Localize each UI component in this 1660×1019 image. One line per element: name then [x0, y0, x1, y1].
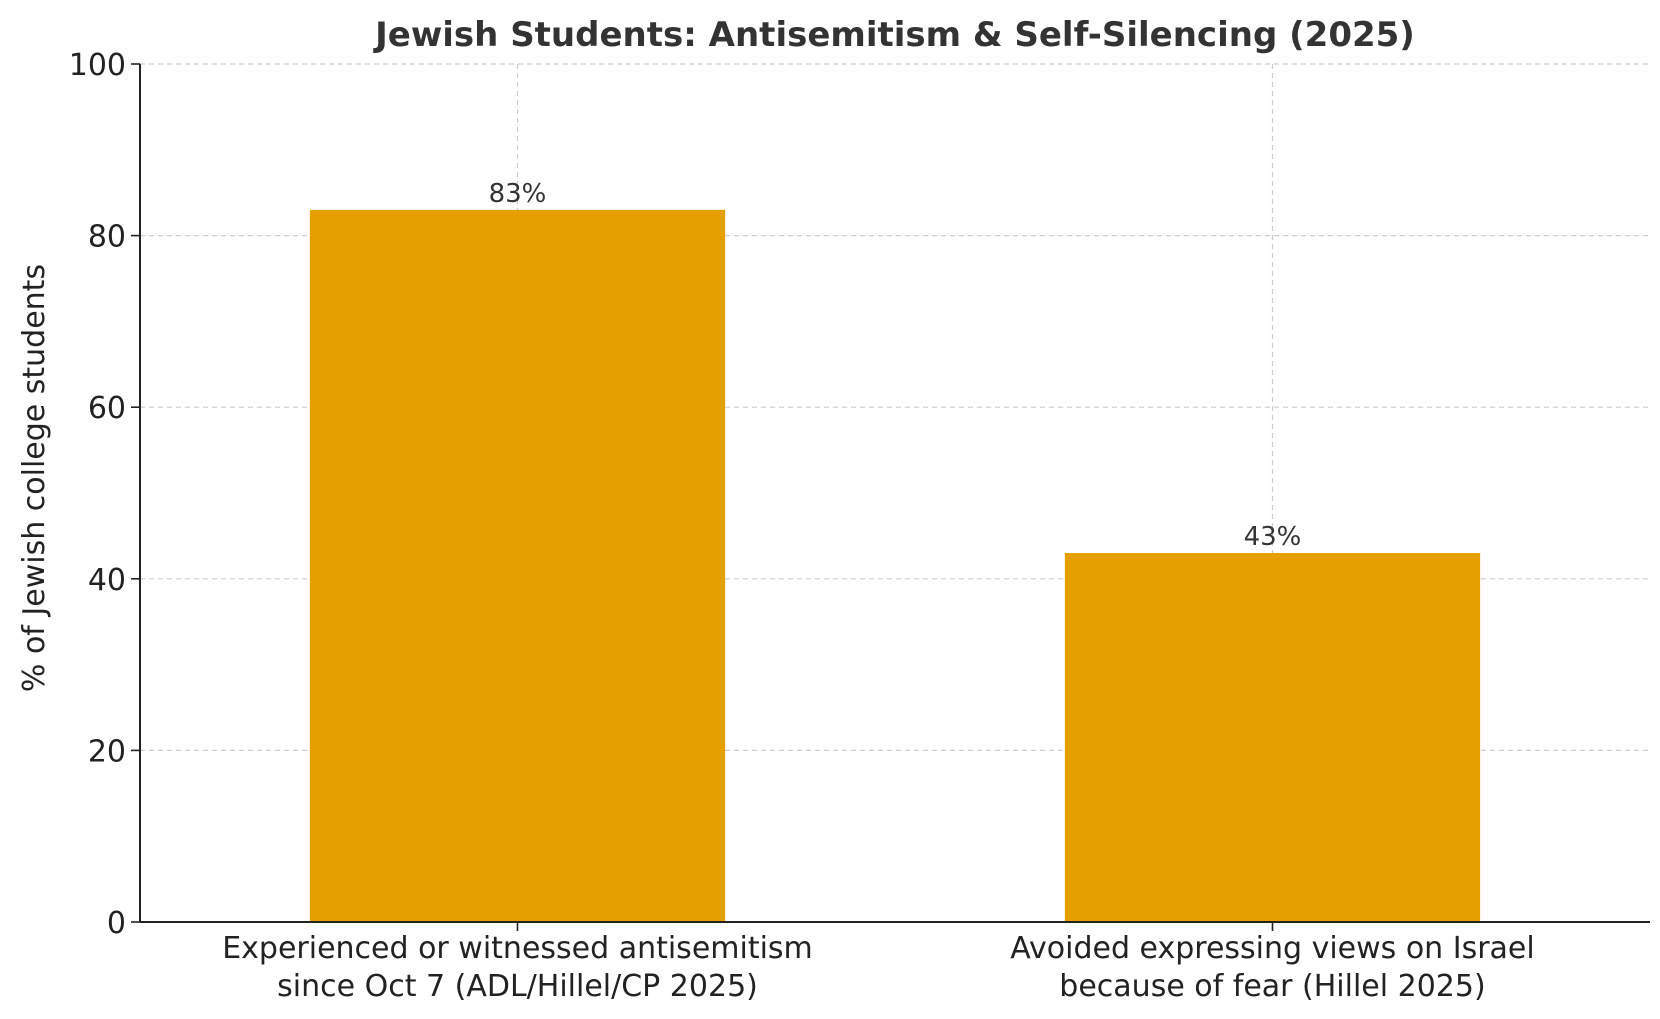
x-tick-label-line: because of fear (Hillel 2025) [1059, 969, 1485, 1004]
bars [309, 209, 1481, 923]
x-tick-label: Experienced or witnessed antisemitism sin… [222, 931, 813, 1004]
y-tick-label: 80 [88, 220, 126, 255]
x-tick-label-line: Experienced or witnessed antisemitism [222, 931, 813, 966]
y-tick-label: 60 [88, 391, 126, 426]
chart-title: Jewish Students: Antisemitism & Self-Sil… [373, 15, 1415, 55]
y-tick-label: 100 [69, 48, 126, 83]
y-axis-label: % of Jewish college students [17, 264, 52, 692]
bar-value-label: 83% [489, 179, 547, 209]
axes [131, 63, 1650, 931]
bar [309, 209, 726, 923]
x-tick-label-line: Avoided expressing views on Israel [1010, 931, 1534, 966]
y-tick-label: 40 [88, 563, 126, 598]
y-tick-label: 20 [88, 734, 126, 769]
bar-value-label: 43% [1244, 522, 1302, 552]
labels: 0 20 40 60 80 100 83% 43% Experienced or witness… [69, 48, 1535, 1004]
bar [1064, 553, 1481, 922]
x-tick-label: Avoided expressing views on Israel becaus… [1010, 931, 1534, 1004]
y-tick-label: 0 [107, 906, 126, 941]
x-tick-label-line: since Oct 7 (ADL/Hillel/CP 2025) [277, 969, 758, 1004]
